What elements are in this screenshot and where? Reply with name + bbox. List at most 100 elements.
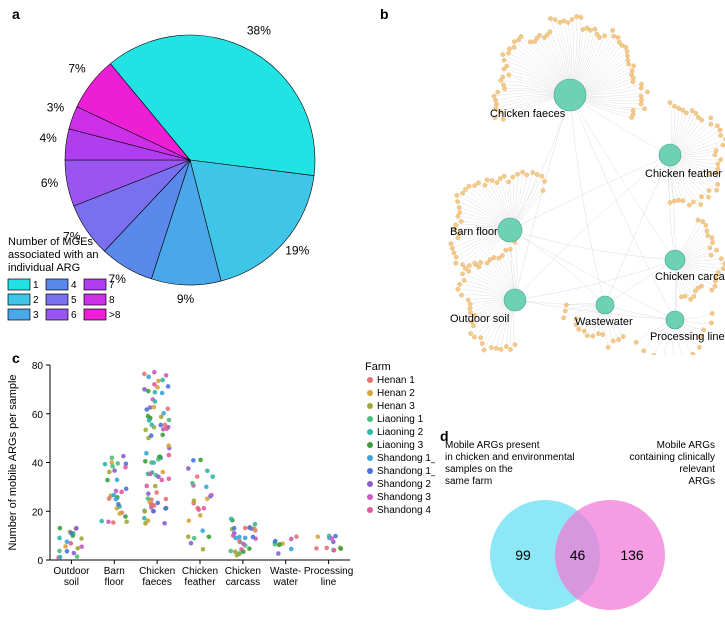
network-leaf	[476, 181, 480, 185]
y-tick-label: 0	[37, 556, 43, 567]
x-tick-label: faeces	[142, 577, 171, 588]
network-leaf	[629, 115, 633, 119]
network-leaf	[709, 116, 713, 120]
network-leaf	[597, 35, 601, 39]
network-leaf	[467, 263, 471, 267]
pie-slice-label: 6%	[41, 176, 59, 190]
network-leaf	[505, 64, 509, 68]
network-leaf	[489, 345, 493, 349]
network-leaf	[684, 111, 688, 115]
scatter-point	[289, 547, 294, 552]
legend-swatch	[367, 442, 373, 448]
scatter-point	[164, 497, 169, 502]
scatter-point	[114, 489, 119, 494]
network-leaf	[710, 240, 714, 244]
network-leaf	[606, 345, 610, 349]
network-leaf	[478, 336, 482, 340]
network-leaf	[472, 261, 476, 265]
scatter-point	[198, 513, 203, 518]
scatter-point	[207, 534, 212, 539]
network-leaf	[591, 334, 595, 338]
scatter-point	[149, 433, 154, 438]
network-leaf	[504, 344, 508, 348]
pie-slice-label: 7%	[68, 61, 86, 75]
legend-swatch	[84, 309, 106, 320]
x-tick-label: Chicken	[182, 566, 218, 577]
scatter-point	[159, 414, 164, 419]
venn-mid-value: 46	[570, 547, 586, 563]
scatter-point	[210, 474, 215, 479]
scatter-point	[79, 536, 84, 541]
scatter-point	[158, 454, 163, 459]
network-leaf	[709, 321, 713, 325]
network-leaf	[541, 188, 545, 192]
network-leaf	[502, 87, 506, 91]
legend-label: Henan 3	[377, 401, 415, 412]
network-leaf	[548, 16, 552, 20]
legend-label: >8	[109, 310, 121, 321]
scatter-point	[75, 546, 80, 551]
pie-legend-title: Number of MGEs	[8, 236, 93, 248]
network-leaf	[681, 198, 685, 202]
x-tick-label: floor	[105, 577, 125, 588]
scatter-point	[142, 516, 147, 521]
scatter-point	[65, 539, 70, 544]
network-leaf	[493, 98, 497, 102]
scatter-point	[243, 536, 248, 541]
legend-swatch	[367, 507, 373, 513]
network-leaf	[460, 191, 464, 195]
legend-swatch	[46, 294, 68, 305]
scatter-point	[148, 472, 153, 477]
network-leaf	[690, 108, 694, 112]
network-leaf	[714, 248, 718, 252]
legend-label: 8	[109, 295, 115, 306]
scatter-point	[72, 551, 77, 556]
scatter-point	[123, 465, 128, 470]
network-leaf	[700, 118, 704, 122]
scatter-point	[192, 536, 197, 541]
network-leaf	[687, 203, 691, 207]
scatter-point	[154, 490, 159, 495]
legend-swatch	[367, 494, 373, 500]
network-leaf	[708, 246, 712, 250]
scatter-point	[144, 484, 149, 489]
scatter-point	[153, 390, 158, 395]
scatter-point	[74, 526, 79, 531]
scatter-point	[156, 475, 161, 480]
venn-left-label: samples on the	[445, 464, 513, 475]
network-leaf	[450, 246, 454, 250]
scatter-point	[57, 536, 62, 541]
network-leaf	[710, 236, 714, 240]
network-leaf	[540, 174, 544, 178]
network-leaf	[508, 347, 512, 351]
scatter-point	[160, 470, 165, 475]
network-leaf	[455, 199, 459, 203]
network-leaf	[472, 183, 476, 187]
scatter-point	[153, 399, 158, 404]
network-leaf	[500, 253, 504, 257]
network-leaf	[715, 123, 719, 127]
network-leaf	[715, 182, 719, 186]
scatter-point	[146, 491, 151, 496]
scatter-point	[205, 469, 210, 474]
network-leaf	[496, 90, 500, 94]
venn-left-value: 99	[515, 547, 531, 563]
network-leaf	[562, 19, 566, 23]
legend-swatch	[84, 279, 106, 290]
network-hub	[666, 311, 684, 329]
y-axis-label: Number of mobile ARGs per sample	[7, 374, 19, 550]
x-tick-label: soil	[64, 577, 79, 588]
scatter-point	[124, 486, 129, 491]
legend-swatch	[367, 416, 373, 422]
scatter-point	[119, 490, 124, 495]
network-leaf	[696, 218, 700, 222]
scatter-point	[105, 478, 110, 483]
network-leaf	[621, 334, 625, 338]
scatter-point	[204, 485, 209, 490]
network-leaf	[457, 282, 461, 286]
network-leaf	[585, 334, 589, 338]
venn-left-label: Mobile ARGs present	[445, 440, 540, 451]
scatter-point	[115, 478, 120, 483]
scatter-point	[153, 484, 158, 489]
network-leaf	[625, 49, 629, 53]
